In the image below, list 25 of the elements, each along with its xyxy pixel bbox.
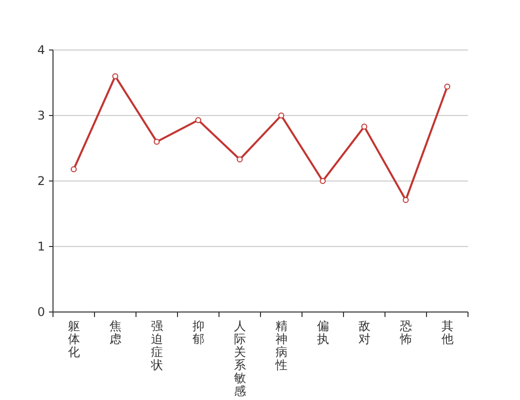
y-tick-label: 0 <box>37 305 45 319</box>
x-tick-label: 其他 <box>441 319 454 346</box>
x-tick-label: 精神病性 <box>274 319 288 372</box>
point <box>361 124 368 130</box>
x-tick-label: 强迫症状 <box>150 319 163 372</box>
y-tick-label: 1 <box>37 240 45 254</box>
point <box>444 84 450 90</box>
x-tick-label: 偏执 <box>316 319 329 346</box>
point <box>236 156 243 162</box>
x-tick-label: 焦虑 <box>109 319 122 346</box>
point <box>278 112 284 118</box>
x-tick-label: 敌对 <box>358 319 370 346</box>
point <box>70 166 77 172</box>
point <box>320 178 326 184</box>
y-tick-label: 2 <box>37 174 45 188</box>
point <box>112 73 118 80</box>
point <box>154 138 160 145</box>
y-tick-label: 3 <box>37 108 45 122</box>
x-tick-label: 抑郁 <box>192 319 204 346</box>
point <box>402 196 409 203</box>
y-tick-label: 4 <box>37 43 45 57</box>
point <box>195 117 202 124</box>
x-tick-label: 人际关系敏感 <box>234 319 246 398</box>
x-tick-label: 躯体化 <box>68 319 80 359</box>
x-tick-label: 恐怖 <box>398 319 412 346</box>
